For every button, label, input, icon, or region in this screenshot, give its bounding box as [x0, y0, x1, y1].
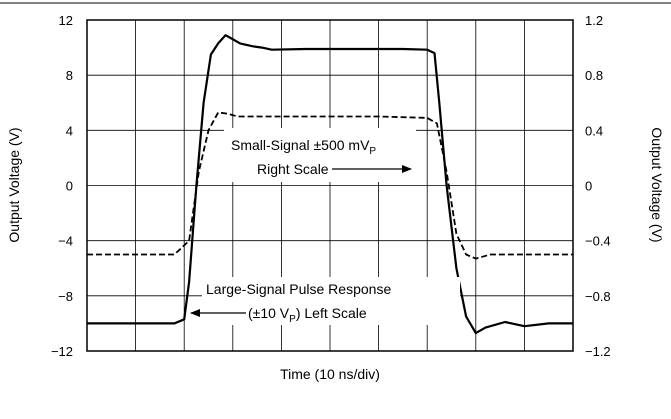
y-tick-label-left: 0 [66, 179, 73, 194]
large-signal-subscript: P [289, 314, 296, 325]
y-tick-label-right: −1.2 [585, 344, 611, 359]
y-tick-label-left: 12 [59, 13, 73, 28]
y-axis-title-left: Output Voltage (V) [6, 127, 22, 242]
large-signal-text-b: ) Left Scale [296, 305, 367, 321]
small-signal-scale-label: Right Scale [257, 161, 329, 177]
large-signal-label-bg [202, 277, 460, 325]
y-tick-label-left: −8 [58, 289, 73, 304]
small-signal-label-bg [224, 128, 416, 182]
right-tick-labels: 1.2 0.8 0.4 0 −0.4 −0.8 −1.2 [585, 13, 611, 359]
y-tick-label-right: 0.8 [585, 68, 603, 83]
small-signal-subscript: P [369, 146, 376, 157]
series-layer [87, 34, 573, 335]
y-tick-label-right: 1.2 [585, 13, 603, 28]
y-tick-label-left: 4 [66, 123, 73, 138]
y-axis-title-right: Output Voltage (V) [649, 127, 665, 242]
y-tick-label-right: 0.4 [585, 123, 603, 138]
left-tick-labels: 12 8 4 0 −4 −8 −12 [51, 13, 73, 359]
small-signal-series-line [87, 111, 573, 260]
large-signal-scale-label: (±10 VP) Left Scale [248, 305, 367, 325]
y-tick-label-left: −4 [58, 234, 73, 249]
small-signal-text: Small-Signal ±500 mV [231, 137, 370, 153]
small-signal-label: Small-Signal ±500 mVP [231, 137, 376, 157]
plot-frame [86, 19, 574, 352]
large-signal-label: Large-Signal Pulse Response [206, 281, 391, 297]
y-tick-label-right: 0 [585, 179, 592, 194]
x-axis-title: Time (10 ns/div) [280, 366, 380, 382]
chart-grid [87, 20, 573, 351]
y-tick-label-right: −0.4 [585, 234, 611, 249]
y-tick-label-right: −0.8 [585, 289, 611, 304]
large-signal-text-a: (±10 V [248, 305, 290, 321]
y-tick-label-left: 8 [66, 68, 73, 83]
y-tick-label-left: −12 [51, 344, 73, 359]
